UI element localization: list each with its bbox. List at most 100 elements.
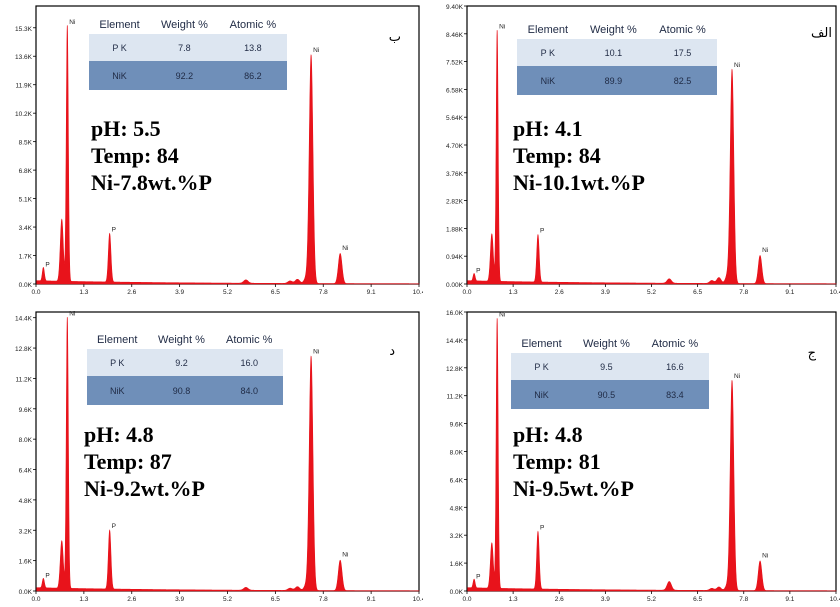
x-tick-label: 5.2	[223, 596, 232, 603]
table-header: Weight %	[147, 332, 216, 349]
y-tick-label: 2.82K	[446, 199, 464, 206]
y-tick-label: 1.6K	[19, 559, 33, 566]
panel-label: الف	[810, 26, 832, 41]
peak-label: Ni	[499, 24, 505, 31]
y-tick-label: 0.0K	[450, 589, 464, 596]
x-tick-label: 3.9	[601, 289, 610, 296]
table-cell: 9.2	[147, 349, 216, 376]
y-tick-label: 6.4K	[19, 468, 33, 475]
y-tick-label: 13.6K	[15, 54, 33, 61]
x-tick-label: 5.2	[647, 289, 656, 296]
table-cell: 7.8	[150, 34, 219, 61]
annotation-line: Temp: 87	[84, 448, 172, 474]
table-header: Weight %	[572, 336, 641, 353]
table-cell: P K	[517, 39, 579, 66]
process-annotation: pH: 5.5 Temp: 84 Ni-7.8wt.%P	[91, 116, 212, 196]
peak-label: Ni	[499, 312, 505, 319]
table-cell: 13.8	[218, 34, 287, 61]
table-cell: NiK	[87, 376, 148, 405]
x-tick-label: 7.8	[739, 289, 748, 296]
annotation-line: Temp: 84	[91, 142, 179, 168]
y-tick-label: 0.0K	[19, 282, 33, 289]
y-tick-label: 8.46K	[446, 32, 464, 39]
x-tick-label: 0.0	[462, 289, 471, 296]
x-tick-label: 7.8	[319, 289, 328, 296]
eds-panel-top-right: 0.00K 0.94K 1.88K 2.82K 3.76K 4.70K 5.64K 6.58K…	[431, 0, 840, 300]
table-row: P K 9.5 16.6	[511, 353, 709, 380]
table-header: Weight %	[578, 22, 649, 39]
peak-label: P	[540, 228, 544, 235]
y-tick-label: 11.2K	[15, 376, 32, 383]
panel-label: ب	[388, 30, 401, 45]
table-header: Atomic %	[215, 332, 283, 349]
annotation-line: pH: 4.8	[84, 422, 154, 447]
process-annotation: pH: 4.8 Temp: 81 Ni-9.5wt.%P	[513, 422, 634, 502]
y-tick-label: 0.0K	[19, 589, 33, 596]
annotation-line: pH: 4.8	[513, 422, 583, 447]
composition-table: Element Weight % Atomic % P K 7.8 13.8 NiK 92.2…	[89, 17, 287, 90]
x-tick-label: 3.9	[175, 289, 184, 296]
x-tick-label: 2.6	[555, 289, 564, 296]
table-cell: P K	[87, 349, 148, 376]
x-tick-label: 7.8	[319, 596, 328, 603]
table-cell: 9.5	[572, 353, 641, 380]
y-tick-label: 0.00K	[446, 282, 464, 289]
table-row: P K 9.2 16.0	[87, 349, 283, 376]
table-header: Element	[87, 332, 148, 349]
composition-table: Element Weight % Atomic % P K 9.2 16.0 NiK 90.8…	[87, 332, 283, 405]
x-tick-label: 5.2	[647, 596, 656, 603]
x-tick-label: 6.5	[693, 596, 702, 603]
panel-label: د	[389, 344, 395, 359]
peak-label: Ni	[313, 349, 319, 356]
peak-label: Ni	[69, 19, 75, 26]
table-cell: 82.5	[648, 66, 717, 95]
peak-label: P	[45, 262, 49, 269]
table-cell: 84.0	[215, 376, 283, 405]
x-tick-label: 2.6	[127, 289, 136, 296]
x-tick-label: 10.4	[830, 289, 840, 296]
peak-label: P	[476, 573, 480, 580]
annotation-line: pH: 5.5	[91, 116, 161, 141]
spectrum-series	[36, 25, 420, 285]
x-tick-label: 0.0	[31, 289, 40, 296]
table-header: Element	[511, 336, 573, 353]
y-tick-label: 10.2K	[15, 111, 33, 118]
table-row: NiK 92.2 86.2	[89, 61, 287, 90]
table-cell: 92.2	[150, 61, 219, 90]
y-tick-label: 11.9K	[15, 83, 32, 90]
spectrum-series	[36, 317, 420, 592]
y-tick-label: 6.4K	[450, 477, 464, 484]
table-header: Weight %	[150, 17, 219, 34]
x-tick-label: 3.9	[601, 596, 610, 603]
x-tick-label: 10.4	[413, 289, 423, 296]
annotation-line: Ni-9.2wt.%P	[84, 475, 205, 501]
y-tick-label: 4.70K	[446, 143, 464, 150]
peak-label: Ni	[734, 373, 740, 380]
y-tick-label: 3.4K	[19, 225, 33, 232]
table-cell: 17.5	[648, 39, 717, 66]
y-tick-label: 9.6K	[450, 422, 464, 429]
y-tick-label: 6.8K	[19, 168, 33, 175]
peak-label: P	[45, 573, 49, 580]
process-annotation: pH: 4.8 Temp: 87 Ni-9.2wt.%P	[84, 422, 205, 502]
x-tick-label: 10.4	[413, 596, 423, 603]
table-cell: 10.1	[578, 39, 649, 66]
y-tick-label: 16.0K	[446, 310, 464, 317]
table-header: Element	[89, 17, 151, 34]
x-tick-label: 9.1	[367, 596, 376, 603]
annotation-line: Ni-10.1wt.%P	[513, 169, 645, 195]
y-tick-label: 9.6K	[19, 407, 33, 414]
composition-table: Element Weight % Atomic % P K 9.5 16.6 NiK 90.5…	[511, 336, 709, 409]
table-header: Element	[517, 22, 579, 39]
annotation-line: Temp: 84	[513, 142, 601, 168]
peak-label: Ni	[342, 245, 348, 252]
y-tick-label: 0.94K	[446, 254, 464, 261]
peak-label: Ni	[342, 552, 348, 559]
table-row: P K 10.1 17.5	[517, 39, 717, 66]
x-tick-label: 1.3	[509, 289, 518, 296]
y-tick-label: 15.3K	[15, 26, 33, 33]
peak-label: Ni	[762, 247, 768, 254]
table-cell: NiK	[89, 61, 151, 90]
y-tick-label: 3.2K	[450, 533, 464, 540]
y-tick-label: 1.6K	[450, 561, 464, 568]
